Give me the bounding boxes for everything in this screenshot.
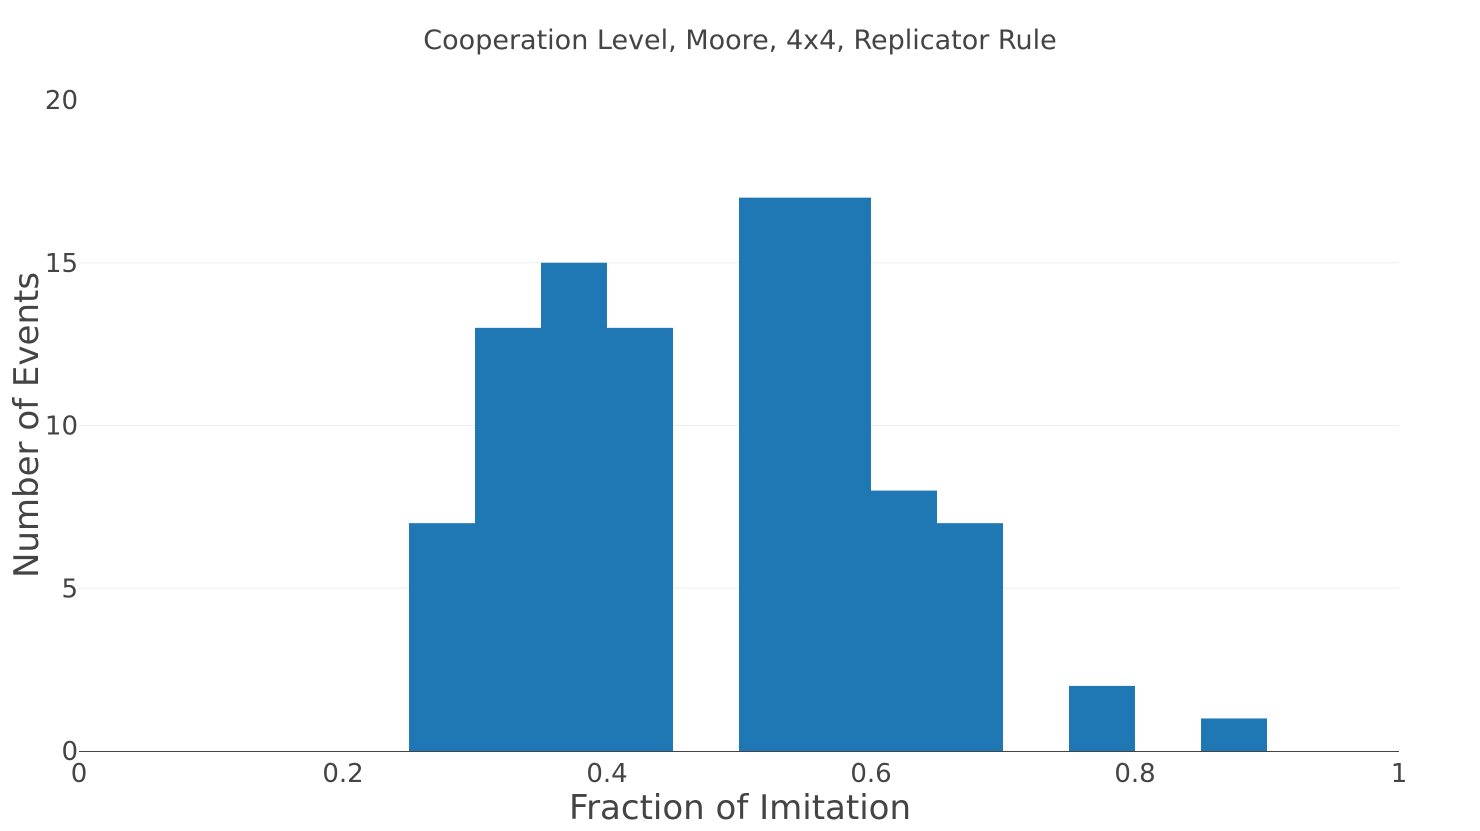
x-tick-label: 1 <box>1391 759 1408 789</box>
x-tick-labels: 0 0.2 0.4 0.6 0.8 1 <box>71 759 1408 789</box>
histogram-bar <box>805 197 871 751</box>
y-tick-label: 5 <box>61 574 78 604</box>
y-axis-title: Number of Events <box>7 272 47 578</box>
histogram-bar <box>1069 685 1135 751</box>
histogram-bars <box>409 197 1267 751</box>
histogram-bar <box>409 523 475 751</box>
histogram-bar <box>937 523 1003 751</box>
histogram-bar <box>475 327 541 751</box>
histogram-bar <box>1201 718 1267 751</box>
x-axis-title: Fraction of Imitation <box>569 788 911 828</box>
x-tick-label: 0.6 <box>850 759 891 789</box>
y-tick-label: 10 <box>45 412 78 442</box>
x-tick-label: 0.4 <box>586 759 627 789</box>
x-tick-label: 0.2 <box>322 759 363 789</box>
x-tick-label: 0 <box>71 759 88 789</box>
y-tick-label: 15 <box>45 249 78 279</box>
y-tick-label: 0 <box>61 737 78 767</box>
y-tick-labels: 0 5 10 15 20 <box>45 86 78 767</box>
x-tick-label: 0.8 <box>1114 759 1155 789</box>
histogram-bar <box>541 262 607 751</box>
chart-title: Cooperation Level, Moore, 4x4, Replicato… <box>423 25 1056 56</box>
histogram-bar <box>871 490 937 751</box>
histogram-bar <box>607 327 673 751</box>
y-tick-label: 20 <box>45 86 78 116</box>
histogram-bar <box>739 197 805 751</box>
